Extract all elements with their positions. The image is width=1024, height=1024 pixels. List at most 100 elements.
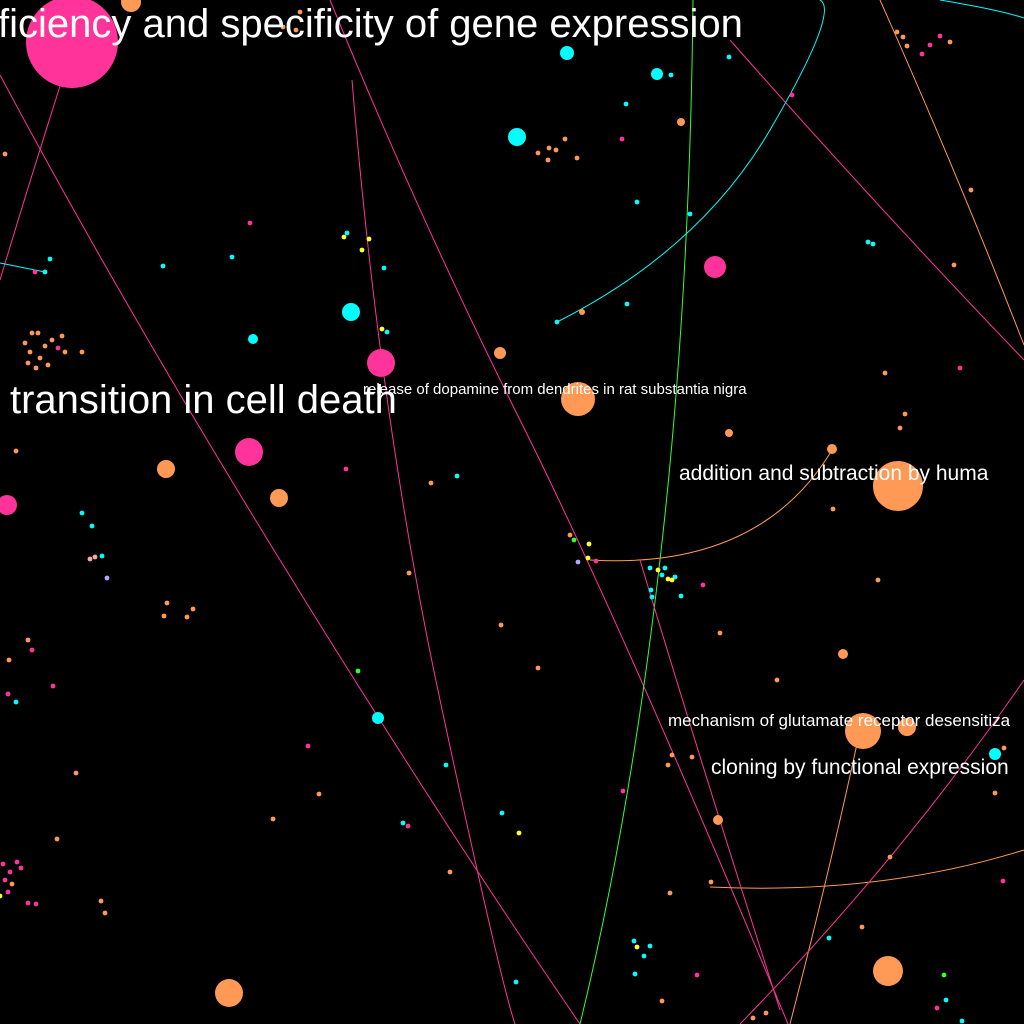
graph-node-small bbox=[571, 537, 577, 543]
graph-node-small bbox=[247, 220, 253, 226]
graph-node-small bbox=[79, 349, 85, 355]
graph-node-small bbox=[789, 92, 795, 98]
graph-node-small bbox=[102, 910, 108, 916]
graph-node-small bbox=[750, 1015, 756, 1021]
graph-node-small bbox=[669, 577, 675, 583]
graph-node-small bbox=[887, 854, 893, 860]
graph-node-small bbox=[42, 343, 48, 349]
graph-node-small bbox=[535, 150, 541, 156]
graph-node-small bbox=[689, 754, 695, 760]
graph-node-small bbox=[545, 157, 551, 163]
graph-node-small bbox=[659, 998, 665, 1004]
graph-node-small bbox=[229, 254, 235, 260]
graph-node-small bbox=[161, 613, 167, 619]
graph-node-small bbox=[546, 145, 552, 151]
graph-node bbox=[121, 0, 141, 12]
graph-node-small bbox=[454, 473, 460, 479]
edge-line bbox=[709, 849, 1024, 889]
graph-node-small bbox=[575, 559, 581, 565]
graph-node-small bbox=[27, 349, 33, 355]
graph-node-small bbox=[553, 147, 559, 153]
graph-node-small bbox=[947, 39, 953, 45]
graph-node bbox=[838, 649, 848, 659]
graph-node-small bbox=[513, 979, 519, 985]
graph-node-small bbox=[655, 567, 661, 573]
graph-node-small bbox=[726, 54, 732, 60]
graph-node-small bbox=[574, 155, 580, 161]
edge-line bbox=[589, 449, 833, 562]
graph-node-small bbox=[280, 24, 286, 30]
graph-node-small bbox=[99, 553, 105, 559]
graph-node-small bbox=[937, 33, 943, 39]
graph-node-small bbox=[316, 791, 322, 797]
graph-node bbox=[873, 956, 903, 986]
node-label-gene-expression: ficiency and specificity of gene express… bbox=[0, 2, 743, 46]
node-label-cloning: cloning by functional expression bbox=[711, 756, 1009, 779]
graph-node bbox=[561, 382, 595, 416]
graph-node-small bbox=[59, 333, 65, 339]
graph-node bbox=[560, 46, 574, 60]
graph-node-small bbox=[859, 924, 865, 930]
graph-node-small bbox=[25, 637, 31, 643]
graph-node bbox=[494, 347, 506, 359]
graph-node-small bbox=[14, 859, 20, 865]
graph-node-small bbox=[33, 901, 39, 907]
graph-node-small bbox=[687, 211, 693, 217]
graph-node-small bbox=[7, 869, 13, 875]
graph-node-small bbox=[585, 555, 591, 561]
graph-node bbox=[827, 444, 837, 454]
graph-node-small bbox=[47, 256, 53, 262]
edge-line bbox=[879, 0, 1024, 346]
graph-node bbox=[26, 0, 118, 88]
graph-node-small bbox=[54, 836, 60, 842]
node-label-addition: addition and subtraction by huma bbox=[679, 462, 989, 485]
graph-node-small bbox=[934, 1005, 940, 1011]
graph-node-small bbox=[875, 577, 881, 583]
graph-node-small bbox=[665, 576, 671, 582]
graph-node bbox=[845, 713, 881, 749]
graph-node-small bbox=[941, 972, 947, 978]
graph-node bbox=[677, 118, 685, 126]
graph-node-small bbox=[567, 532, 573, 538]
graph-node-small bbox=[98, 898, 104, 904]
graph-node-small bbox=[992, 790, 998, 796]
graph-node-small bbox=[379, 326, 385, 332]
graph-node-small bbox=[89, 523, 95, 529]
graph-node-small bbox=[700, 582, 706, 588]
graph-node-small bbox=[29, 330, 35, 336]
graph-node-small bbox=[359, 247, 365, 253]
graph-node bbox=[651, 68, 663, 80]
graph-node-small bbox=[164, 600, 170, 606]
graph-node-small bbox=[968, 187, 974, 193]
graph-node-small bbox=[498, 622, 504, 628]
graph-node-small bbox=[5, 889, 11, 895]
graph-node-small bbox=[2, 151, 8, 157]
graph-node-small bbox=[344, 230, 350, 236]
node-label-dopamine: release of dopamine from dendrites in ra… bbox=[363, 381, 747, 398]
graph-node-small bbox=[341, 234, 347, 240]
edge-line bbox=[639, 559, 781, 1011]
graph-node-small bbox=[904, 43, 910, 49]
graph-node-small bbox=[669, 752, 675, 758]
graph-node-small bbox=[919, 51, 925, 57]
graph-node-small bbox=[25, 900, 31, 906]
graph-node-small bbox=[623, 101, 629, 107]
graph-node-small bbox=[32, 269, 38, 275]
graph-node-small bbox=[619, 136, 625, 142]
edge-line bbox=[0, 262, 46, 273]
graph-node-small bbox=[92, 554, 98, 560]
graph-node-small bbox=[73, 770, 79, 776]
graph-node bbox=[248, 334, 258, 344]
graph-node-small bbox=[1000, 878, 1006, 884]
graph-node-small bbox=[662, 565, 668, 571]
graph-node-small bbox=[894, 29, 900, 35]
graph-node bbox=[215, 979, 243, 1007]
graph-node-small bbox=[35, 330, 41, 336]
graph-node-small bbox=[406, 570, 412, 576]
graph-node-small bbox=[293, 27, 299, 33]
graph-node-small bbox=[897, 425, 903, 431]
graph-node-small bbox=[0, 893, 3, 899]
graph-node-small bbox=[717, 630, 723, 636]
